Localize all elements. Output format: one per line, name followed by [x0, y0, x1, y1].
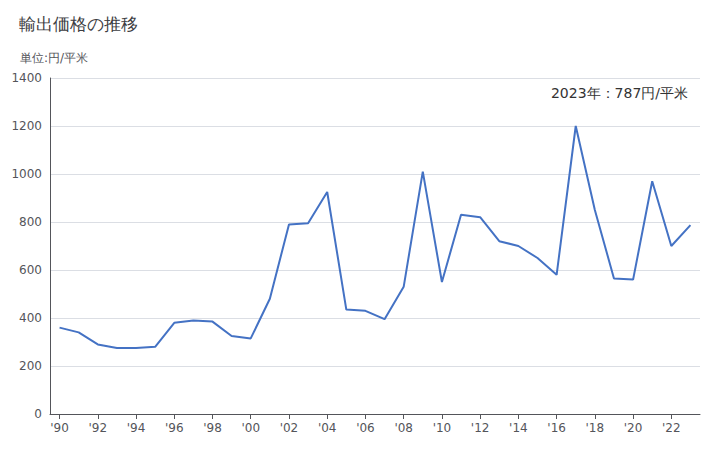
svg-text:'90: '90	[50, 421, 69, 435]
svg-text:'04: '04	[318, 421, 337, 435]
svg-text:400: 400	[19, 311, 42, 325]
svg-text:'12: '12	[471, 421, 490, 435]
svg-text:2023年：787円/平米: 2023年：787円/平米	[551, 85, 688, 101]
svg-text:1000: 1000	[11, 167, 42, 181]
svg-text:1400: 1400	[11, 71, 42, 85]
svg-text:'00: '00	[241, 421, 260, 435]
svg-text:'98: '98	[203, 421, 222, 435]
svg-text:単位:円/平米: 単位:円/平米	[20, 51, 88, 65]
svg-text:'94: '94	[127, 421, 146, 435]
svg-text:'14: '14	[509, 421, 528, 435]
svg-text:'02: '02	[280, 421, 299, 435]
svg-text:'92: '92	[89, 421, 108, 435]
svg-text:'10: '10	[433, 421, 452, 435]
svg-text:'08: '08	[394, 421, 413, 435]
svg-text:'18: '18	[586, 421, 605, 435]
svg-text:'20: '20	[624, 421, 643, 435]
svg-text:1200: 1200	[11, 119, 42, 133]
svg-text:600: 600	[19, 263, 42, 277]
svg-text:'96: '96	[165, 421, 184, 435]
svg-text:'06: '06	[356, 421, 375, 435]
svg-text:輸出価格の推移: 輸出価格の推移	[19, 14, 138, 34]
svg-text:800: 800	[19, 215, 42, 229]
svg-text:200: 200	[19, 359, 42, 373]
svg-text:'22: '22	[662, 421, 681, 435]
svg-text:0: 0	[34, 407, 42, 421]
svg-text:'16: '16	[547, 421, 566, 435]
